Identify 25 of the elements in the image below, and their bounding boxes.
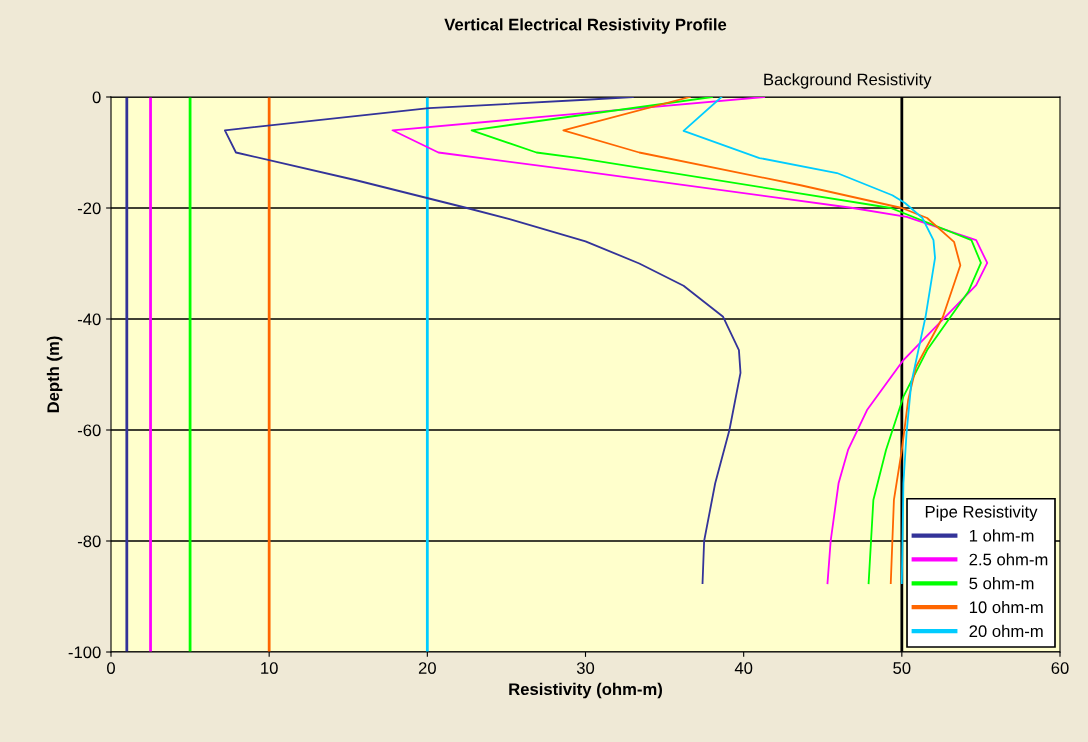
y-tick-label: -60 — [77, 424, 101, 437]
legend-label: 1 ohm-m — [969, 529, 1034, 542]
x-tick-label: 30 — [576, 662, 595, 674]
y-tick-label: -80 — [77, 535, 101, 548]
y-axis-title: Depth (m) — [46, 336, 63, 413]
ref-line-label: Background Resistivity — [764, 73, 932, 89]
x-tick-label: 0 — [107, 662, 115, 674]
line-series — [562, 97, 962, 585]
x-tick-label: 60 — [1051, 662, 1069, 674]
x-tick-label: 40 — [734, 662, 753, 674]
legend-label: 2.5 ohm-m — [969, 553, 1048, 566]
x-tick-label: 10 — [261, 662, 278, 674]
chart-title: Vertical Electrical Resistivity Profile — [444, 18, 727, 34]
legend-title: Pipe Resistivity — [925, 505, 1038, 521]
legend-label: 5 ohm-m — [969, 577, 1034, 590]
x-tick-label: 50 — [893, 662, 911, 674]
legend-label: 20 ohm-m — [969, 624, 1043, 638]
y-tick-label: -100 — [68, 646, 101, 659]
y-tick-label: -40 — [77, 313, 101, 326]
legend-label: 10 ohm-m — [969, 600, 1043, 614]
line-series — [223, 97, 742, 585]
x-axis-title: Resistivity (ohm-m) — [509, 682, 662, 699]
y-tick-label: 0 — [92, 91, 101, 104]
y-tick-label: -20 — [77, 202, 101, 215]
x-tick-label: 20 — [418, 662, 436, 674]
